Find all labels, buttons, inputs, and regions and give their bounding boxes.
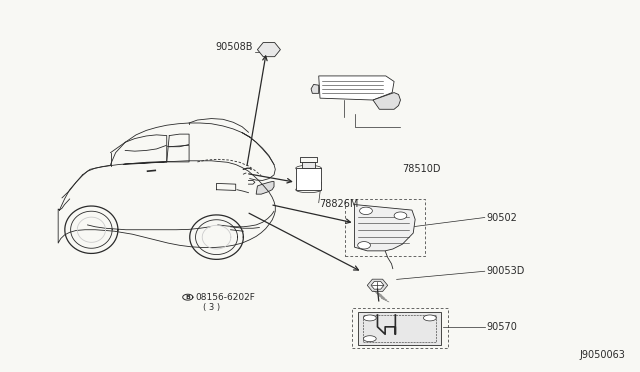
- Polygon shape: [364, 336, 376, 341]
- Text: 90508B: 90508B: [216, 42, 253, 52]
- Polygon shape: [256, 182, 274, 194]
- Text: 90502: 90502: [486, 212, 517, 222]
- Polygon shape: [358, 312, 442, 344]
- Polygon shape: [367, 279, 388, 292]
- Polygon shape: [355, 205, 415, 251]
- Polygon shape: [424, 315, 436, 321]
- Text: J9050063: J9050063: [579, 350, 625, 360]
- Polygon shape: [319, 76, 394, 100]
- Polygon shape: [360, 207, 372, 215]
- Text: 90053D: 90053D: [486, 266, 524, 276]
- Polygon shape: [257, 42, 280, 57]
- Text: 78510D: 78510D: [402, 164, 440, 174]
- Text: B: B: [186, 295, 190, 300]
- Polygon shape: [394, 212, 407, 219]
- Polygon shape: [358, 241, 371, 249]
- Polygon shape: [311, 84, 319, 93]
- Text: ( 3 ): ( 3 ): [203, 303, 220, 312]
- Polygon shape: [296, 168, 321, 190]
- Polygon shape: [373, 93, 401, 109]
- Text: 90570: 90570: [486, 322, 517, 332]
- Polygon shape: [371, 282, 384, 289]
- Polygon shape: [302, 162, 315, 168]
- Polygon shape: [364, 315, 376, 321]
- Text: 08156-6202F: 08156-6202F: [195, 293, 255, 302]
- Text: 78826M: 78826M: [319, 199, 358, 209]
